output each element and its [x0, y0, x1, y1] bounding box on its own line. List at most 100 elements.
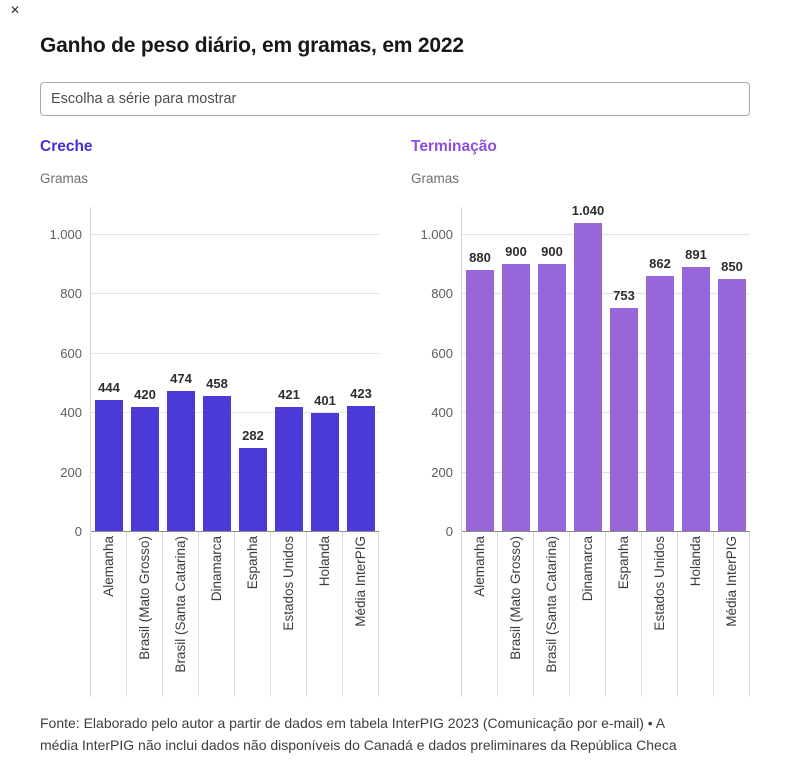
gridline — [91, 233, 379, 235]
x-axis-label: Brasil (Mato Grosso) — [136, 536, 152, 660]
series-picker — [40, 82, 750, 116]
bar-value-label: 423 — [350, 386, 372, 402]
bar — [167, 391, 195, 532]
x-axis-label: Média InterPIG — [352, 536, 368, 627]
charts-row: Creche Gramas 0 200 400 600 800 1.000 444 420 4… — [40, 138, 750, 697]
x-axis-category: Brasil (Mato Grosso) — [127, 532, 163, 697]
bar — [718, 279, 746, 532]
y-axis-unit-label: Gramas — [40, 171, 89, 186]
bar-value-label: 401 — [314, 392, 336, 408]
x-axis-category: Espanha — [235, 532, 271, 697]
x-axis-label: Alemanha — [471, 536, 487, 597]
bar-value-label: 421 — [278, 386, 300, 402]
bar-slot: 900 — [534, 207, 570, 532]
chart-title: Terminação — [411, 138, 497, 155]
bar-value-label: 1.040 — [571, 202, 605, 218]
bar-value-label: 900 — [505, 244, 527, 260]
bar-slot: 850 — [714, 207, 750, 532]
bar — [538, 264, 566, 532]
close-icon[interactable]: ✕ — [10, 3, 21, 17]
bar-value-label: 420 — [134, 387, 156, 403]
page-title: Ganho de peso diário, em gramas, em 2022 — [40, 34, 464, 57]
bars: 880 900 900 1.040 753 862 891 850 — [462, 203, 750, 532]
x-axis-line — [462, 531, 750, 532]
x-axis-category: Brasil (Santa Catarina) — [534, 532, 570, 697]
x-axis-label: Holanda — [316, 536, 332, 587]
gridline — [462, 293, 750, 294]
source-note-line: Fonte: Elaborado pelo autor a partir de … — [40, 715, 666, 731]
bar — [347, 406, 375, 532]
bar — [466, 270, 494, 532]
bar-slot: 474 — [163, 207, 199, 532]
y-tick-label: 600 — [431, 345, 453, 361]
gridline — [462, 233, 750, 235]
chart-title: Creche — [40, 138, 93, 155]
gridline — [462, 471, 750, 473]
bar — [203, 395, 231, 532]
x-axis-category: Holanda — [678, 532, 714, 697]
chart-terminacao: Terminação Gramas 0 200 400 600 800 1.000 880… — [411, 138, 750, 697]
bar-slot: 1.040 — [570, 203, 606, 532]
bar — [131, 407, 159, 532]
bar-slot: 420 — [127, 207, 163, 532]
gridline — [91, 352, 379, 354]
x-axis-category: Média InterPIG — [714, 532, 750, 697]
y-tick-label: 400 — [60, 405, 82, 420]
bar-value-label: 444 — [98, 379, 120, 395]
bar — [682, 266, 710, 532]
x-axis-labels: Alemanha Brasil (Mato Grosso) Brasil (Sant… — [90, 532, 379, 697]
bar — [610, 307, 638, 532]
bar-slot: 880 — [462, 207, 498, 532]
bar-slot: 421 — [271, 207, 307, 532]
x-axis-category: Estados Unidos — [642, 532, 678, 697]
bar-slot: 458 — [199, 207, 235, 532]
y-tick-label: 0 — [74, 524, 82, 539]
plot-row: 0 200 400 600 800 1.000 880 900 900 1.040 753 862 8… — [411, 203, 750, 540]
gridline — [462, 352, 750, 354]
x-axis-label: Dinamarca — [579, 536, 595, 602]
bar — [275, 406, 303, 532]
y-tick-label: 600 — [60, 345, 82, 361]
y-tick-label: 800 — [60, 286, 82, 301]
x-axis-category: Média InterPIG — [343, 532, 379, 697]
gridline — [91, 293, 379, 294]
plot-row: 0 200 400 600 800 1.000 444 420 474 458 282 421 401… — [40, 207, 379, 540]
series-picker-input[interactable] — [40, 82, 750, 116]
bar-slot: 891 — [678, 207, 714, 532]
bar-slot: 862 — [642, 207, 678, 532]
gridline — [462, 412, 750, 413]
plot-area: 880 900 900 1.040 753 862 891 850 — [461, 203, 750, 532]
bar-value-label: 282 — [242, 428, 264, 444]
x-axis-category: Brasil (Mato Grosso) — [498, 532, 534, 697]
x-axis-label: Média InterPIG — [723, 536, 739, 627]
bar — [646, 275, 674, 532]
y-tick-label: 200 — [431, 464, 453, 480]
x-axis-labels: Alemanha Brasil (Mato Grosso) Brasil (Sant… — [461, 532, 750, 697]
bar-value-label: 850 — [721, 259, 743, 275]
bar-value-label: 753 — [613, 287, 635, 303]
plot-area: 444 420 474 458 282 421 401 423 — [90, 207, 379, 532]
bar — [574, 222, 602, 532]
bar-slot: 444 — [91, 207, 127, 532]
bar — [239, 448, 267, 532]
y-axis: 0 200 400 600 800 1.000 — [411, 207, 461, 540]
x-axis-label: Brasil (Mato Grosso) — [507, 536, 523, 660]
bar — [502, 264, 530, 532]
x-axis-label: Espanha — [244, 536, 260, 590]
source-note-line: média InterPIG não inclui dados não disp… — [40, 736, 677, 753]
bar — [95, 399, 123, 532]
bar — [311, 412, 339, 532]
x-axis-line — [91, 531, 379, 532]
gridline — [91, 471, 379, 473]
bar-value-label: 458 — [206, 375, 228, 391]
source-note: Fonte: Elaborado pelo autor a partir de … — [40, 713, 750, 756]
y-axis: 0 200 400 600 800 1.000 — [40, 207, 90, 540]
y-axis-unit-label: Gramas — [411, 171, 460, 186]
x-axis-category: Alemanha — [461, 532, 498, 697]
x-axis-category: Espanha — [606, 532, 642, 697]
bar-slot: 282 — [235, 207, 271, 532]
x-axis-category: Brasil (Santa Catarina) — [163, 532, 199, 697]
y-tick-label: 1.000 — [420, 226, 453, 242]
bar-slot: 900 — [498, 207, 534, 532]
x-axis-category: Dinamarca — [570, 532, 606, 697]
